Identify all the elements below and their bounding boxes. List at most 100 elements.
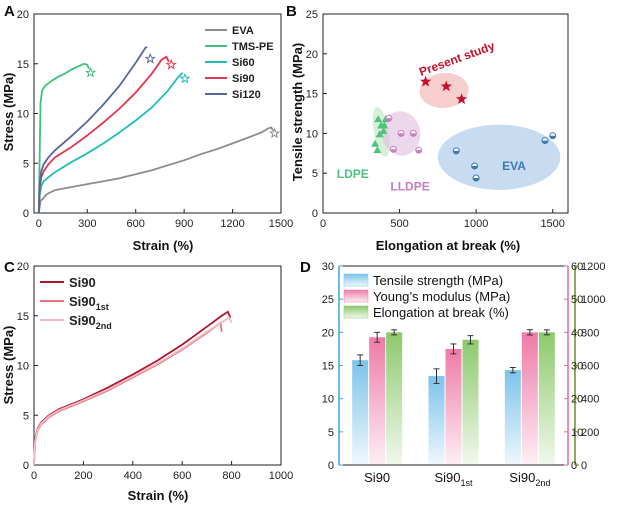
panel-c-ytick-label: 10 — [17, 361, 29, 373]
panel-b-point — [375, 130, 384, 138]
panel-a-series-line — [37, 72, 184, 214]
panel-d-ytick-left-label: 30 — [322, 261, 334, 273]
panel-a-end-star — [268, 127, 281, 139]
panel-a-end-star — [84, 66, 97, 78]
panel-d-ytick-right1-label: 20 — [571, 394, 583, 406]
panel-a-end-star — [165, 58, 177, 70]
panel-a-ytick-label: 10 — [17, 109, 29, 121]
panel-a-xtick-label: 600 — [127, 218, 145, 230]
panel-d-legend-swatch — [343, 289, 369, 303]
panel-d-category-label: Si902nd — [509, 470, 550, 488]
panel-d-bar — [521, 332, 538, 465]
panel-b-point-fill — [473, 177, 480, 181]
panel-d-ytick-right2-label: 400 — [581, 394, 599, 406]
panel-b-ytick-label: 5 — [312, 168, 318, 180]
panel-a-series-line — [37, 55, 170, 214]
panel-d-legend-label: Young’s modulus (MPa) — [373, 289, 510, 304]
panel-b-point-fill — [549, 135, 556, 139]
panel-b-point — [380, 121, 389, 129]
panel-d-category-label: Si90 — [364, 470, 390, 485]
panel-b-point-fill — [453, 150, 460, 154]
panel-d-ytick-left-label: 20 — [322, 327, 334, 339]
panel-c-legend-label: Si902nd — [69, 313, 112, 331]
panel-b-point-fill — [415, 150, 422, 154]
panel-b-label-ldpe: LDPE — [337, 167, 369, 181]
panel-a-plot: 0 300 600 900 1200 1500 0 5 10 15 20 EVA TMS-PE Si60 S… — [17, 9, 293, 230]
panel-d-ytick-right1-label: 30 — [571, 361, 583, 373]
panel-d-legend-label: Elongation at break (%) — [373, 305, 509, 320]
panel-d-ytick-right2-label: 1200 — [581, 261, 605, 273]
panel-c-legend-label: Si90 — [69, 275, 96, 290]
panel-d-ytick-left-label: 0 — [328, 460, 334, 472]
panel-b-point — [455, 93, 468, 104]
panel-b-point-fill — [385, 118, 392, 122]
panel-b-label-eva: EVA — [502, 159, 526, 173]
panel-d-ytick-right1-label: 60 — [571, 261, 583, 273]
panel-a-end-star — [179, 72, 191, 84]
panel-c-ytick-label: 0 — [23, 460, 29, 472]
panel-b-label: B — [286, 3, 297, 20]
panel-d-ytick-right1-label: 0 — [571, 460, 577, 472]
panel-a-ytick-label: 20 — [17, 9, 29, 21]
panel-c-series-line — [33, 320, 223, 466]
panel-a-xtick-label: 0 — [36, 218, 42, 230]
panel-c-xtick-label: 0 — [31, 470, 37, 482]
panel-b-point — [373, 146, 382, 154]
panel-d-ytick-right2-label: 1000 — [581, 294, 605, 306]
panel-a-end-star — [144, 52, 156, 64]
panel-b-ylabel: Tensile strength (MPa) — [290, 43, 305, 181]
panel-b-ytick-label: 10 — [306, 128, 318, 140]
panel-b-point — [371, 139, 380, 147]
panel-b-point-fill — [410, 133, 417, 137]
panel-d-ytick-right1-label: 40 — [571, 327, 583, 339]
panel-a-series-line — [37, 46, 148, 214]
panel-b-region — [437, 124, 561, 190]
panel-b-point-fill — [398, 133, 405, 137]
panel-a-legend-label: Si60 — [232, 57, 255, 69]
panel-b-ytick-label: 0 — [312, 208, 318, 220]
panel-d-bar — [352, 360, 369, 465]
panel-b-point-fill — [542, 140, 549, 144]
panel-a-ytick-label: 5 — [23, 158, 29, 170]
panel-d-bar — [428, 376, 445, 465]
panel-b-point-fill — [390, 149, 397, 153]
panel-c: C 0 200 400 600 800 1000 0 5 10 15 20 Si90 Si901stSi… — [1, 259, 293, 503]
panel-a-series-line — [37, 62, 90, 214]
panel-b-label-lldpe: LLDPE — [390, 180, 429, 194]
panel-b-ytick-label: 15 — [306, 89, 318, 101]
panel-c-ytick-label: 5 — [23, 410, 29, 422]
panel-d-ytick-right2-label: 200 — [581, 427, 599, 439]
panel-d-ytick-right1-label: 50 — [571, 294, 583, 306]
panel-b-xtick-label: 1500 — [540, 218, 564, 230]
panel-c-xtick-label: 400 — [124, 470, 142, 482]
panel-d-legend-swatch — [343, 273, 369, 287]
panel-a-legend-label: Si120 — [232, 89, 261, 101]
panel-a: A 0 300 600 900 1200 1500 0 5 10 15 20 EVA TMS-PE Si6… — [1, 3, 293, 253]
panel-b-ytick-label: 20 — [306, 49, 318, 61]
panel-d-plot: 0510152025300102030405060020040060080010… — [322, 261, 606, 488]
panel-d-ytick-left-label: 5 — [328, 427, 334, 439]
panel-a-legend-label: Si90 — [232, 73, 255, 85]
panel-a-ytick-label: 15 — [17, 59, 29, 71]
panel-a-xlabel: Strain (%) — [133, 238, 194, 253]
panel-d-legend-swatch — [343, 305, 369, 319]
panel-b-xtick-label: 0 — [320, 218, 326, 230]
panel-b-xtick-label: 1000 — [464, 218, 488, 230]
panel-a-ytick-label: 0 — [23, 208, 29, 220]
panel-b-frame — [322, 13, 569, 214]
panel-b-ytick-label: 25 — [306, 9, 318, 21]
panel-d-ytick-left-label: 15 — [322, 361, 334, 373]
panel-a-xtick-label: 900 — [175, 218, 193, 230]
panel-b: B 0 500 1000 1500 0 5 10 15 20 25 LDPE LLDPE EVA Pres… — [286, 3, 569, 253]
panel-a-xtick-label: 1500 — [269, 218, 293, 230]
panel-d-category-label: Si901st — [434, 470, 473, 488]
panel-b-point — [440, 80, 452, 92]
panel-b-point-fill — [471, 166, 478, 170]
panel-c-xtick-label: 600 — [173, 470, 191, 482]
panel-c-label: C — [4, 259, 15, 276]
panel-d: D 05101520253001020304050600200400600800… — [300, 259, 605, 488]
panel-b-plot: 0 500 1000 1500 0 5 10 15 20 25 LDPE LLDPE EVA Presen… — [306, 9, 569, 230]
panel-a-legend-label: EVA — [232, 25, 254, 37]
panel-a-series-line — [37, 126, 274, 214]
